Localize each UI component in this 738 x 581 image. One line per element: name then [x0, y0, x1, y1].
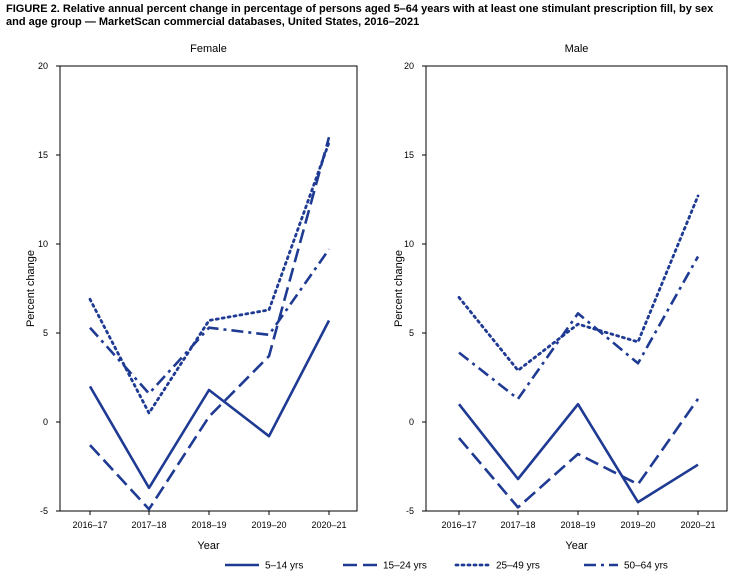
male-x-tick-label: 2020–21 [680, 520, 715, 530]
legend-label-dotted: 25–49 yrs [496, 561, 540, 572]
figure-label: FIGURE 2. [6, 3, 60, 15]
female-y-tick-label: 15 [38, 150, 48, 160]
male-series-dash-dot-line [458, 255, 700, 401]
male-plot-frame [425, 65, 728, 512]
male-series-solid-line [457, 402, 699, 504]
male-y-tick-label: 10 [404, 239, 414, 249]
male-x-axis-label: Year [565, 540, 588, 552]
female-plot-frame [59, 65, 358, 512]
male-series-dotted-line [457, 194, 700, 372]
male-y-tick-label: 0 [409, 417, 414, 427]
female-x-tick-label: 2018–19 [191, 520, 226, 530]
female-x-tick-label: 2019–20 [251, 520, 286, 530]
male-x-tick-label: 2016–17 [441, 520, 476, 530]
male-y-tick-label: 20 [404, 61, 414, 71]
female-y-tick-label: 20 [38, 61, 48, 71]
female-series-dash-dot-line [89, 248, 331, 395]
male-series-dashed-line [458, 398, 700, 509]
female-x-axis-label: Year [197, 540, 220, 552]
male-y-tick-label: -5 [406, 506, 414, 516]
female-y-tick-label: 0 [43, 417, 48, 427]
female-series-dotted-line [88, 141, 331, 415]
legend-label-dashed: 15–24 yrs [383, 561, 427, 572]
legend-label-solid: 5–14 yrs [265, 561, 303, 572]
legend-label-dash-dot: 50–64 yrs [624, 561, 668, 572]
male-x-tick-label: 2017–18 [500, 520, 535, 530]
female-y-tick-label: 5 [43, 328, 48, 338]
female-series-dashed-line [89, 136, 331, 511]
male-x-tick-label: 2018–19 [560, 520, 595, 530]
male-y-tick-label: 15 [404, 150, 414, 160]
figure-title-text: Relative annual percent change in percen… [6, 3, 714, 28]
female-x-tick-label: 2020–21 [311, 520, 346, 530]
male-y-tick-label: 5 [409, 328, 414, 338]
female-y-tick-label: 10 [38, 239, 48, 249]
female-series-solid-line [88, 319, 331, 490]
female-x-tick-label: 2016–17 [72, 520, 107, 530]
male-y-axis-label: Percent change [393, 250, 405, 327]
female-y-tick-label: -5 [40, 506, 48, 516]
figure-title: FIGURE 2. Relative annual percent change… [6, 3, 734, 29]
female-panel-title: Female [190, 43, 227, 55]
male-panel-title: Male [565, 43, 589, 55]
male-x-tick-label: 2019–20 [620, 520, 655, 530]
female-x-tick-label: 2017–18 [131, 520, 166, 530]
female-y-axis-label: Percent change [25, 250, 37, 327]
